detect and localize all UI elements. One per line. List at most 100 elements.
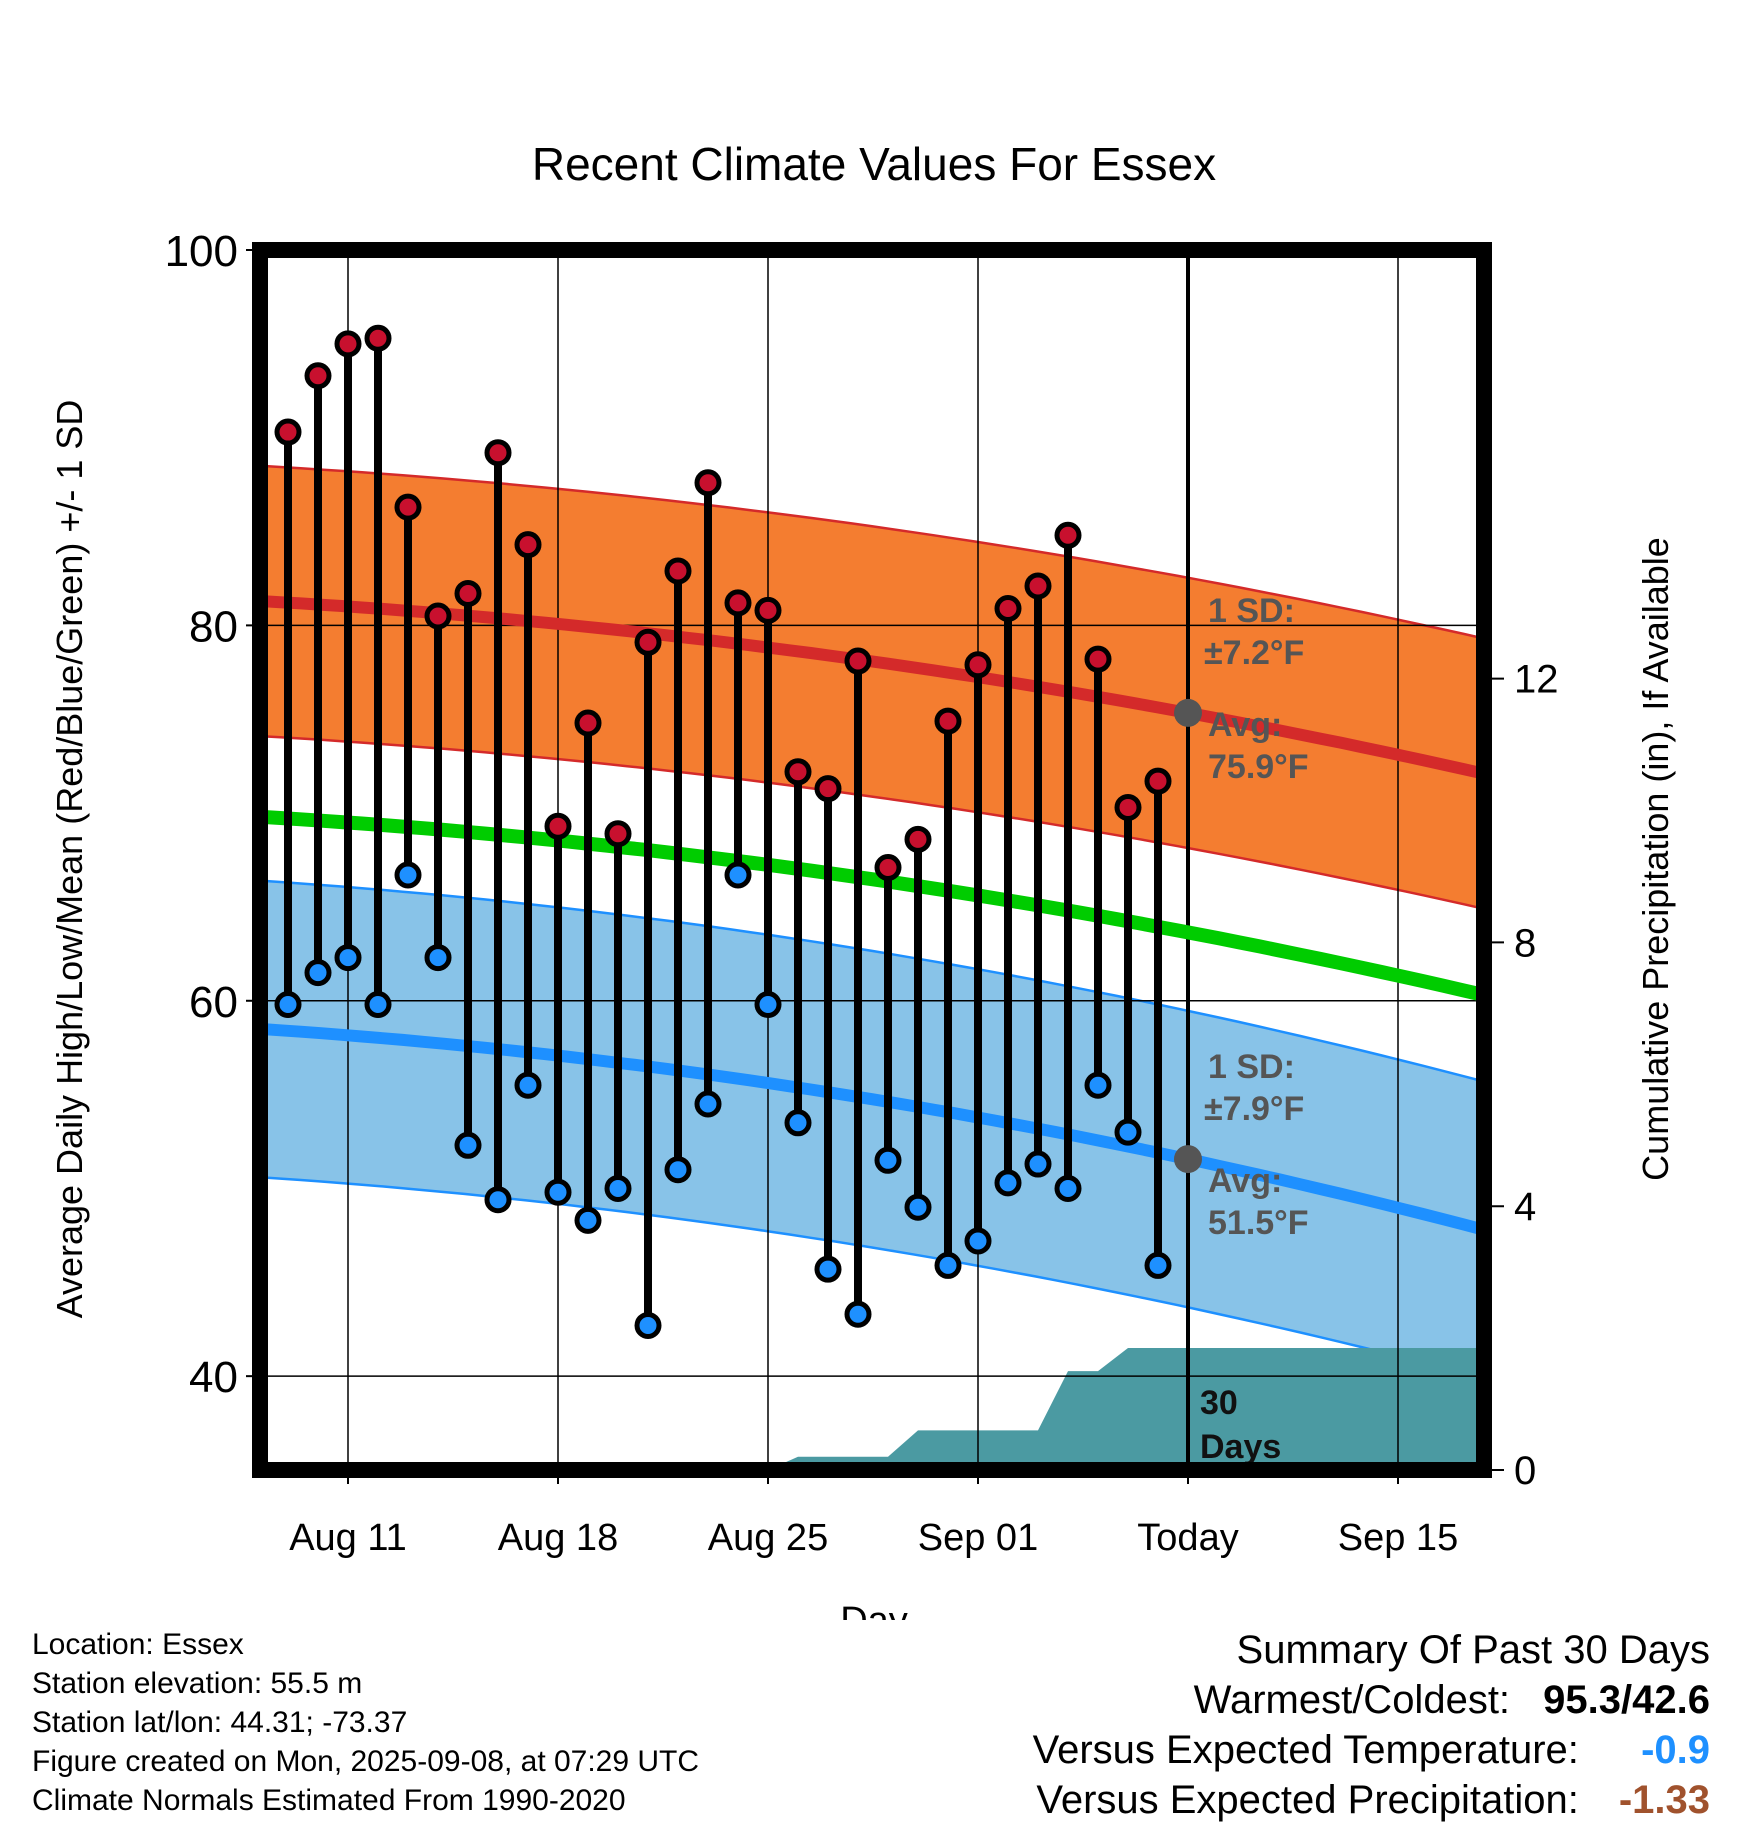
daily-low-point	[754, 991, 782, 1019]
temp-value: -0.9	[1641, 1728, 1710, 1772]
daily-high-point	[1114, 793, 1142, 821]
daily-high-point	[304, 362, 332, 390]
daily-low-point	[694, 1090, 722, 1118]
y2-tick-label: 0	[1514, 1449, 1536, 1493]
latlon-text: Station lat/lon: 44.31; -73.37	[32, 1706, 408, 1739]
y-tick-label: 80	[189, 602, 238, 651]
daily-low-point	[1114, 1118, 1142, 1146]
low-band-lower-edge	[259, 1175, 1485, 1380]
high-sd-label: 1 SD:	[1208, 592, 1295, 630]
warmest-coldest-row: Warmest/Coldest: 95.3/42.6	[1033, 1675, 1710, 1725]
summary-title: Summary Of Past 30 Days	[1236, 1628, 1710, 1672]
daily-high-point	[814, 775, 842, 803]
y2-tick-label: 12	[1514, 658, 1559, 702]
daily-low-point	[304, 959, 332, 987]
high-band-upper-edge	[259, 464, 1485, 640]
days-label-text: Days	[1200, 1428, 1281, 1466]
daily-high-point	[694, 469, 722, 497]
climate-chart: Recent Climate Values For Essex Average …	[49, 138, 1676, 1620]
high-avg-label: Avg:	[1208, 706, 1282, 744]
daily-high-point	[544, 812, 572, 840]
chart-title: Recent Climate Values For Essex	[532, 138, 1216, 190]
daily-low-point	[664, 1156, 692, 1184]
daily-high-point	[1024, 572, 1052, 600]
low-sd-value: ±7.9°F	[1204, 1090, 1304, 1128]
daily-low-point	[574, 1206, 602, 1234]
low-avg-label: Avg:	[1208, 1162, 1282, 1200]
daily-low-point	[964, 1227, 992, 1255]
high-sd-band	[260, 465, 1484, 909]
daily-low-point	[934, 1251, 962, 1279]
daily-high-point	[604, 820, 632, 848]
daily-high-point	[484, 439, 512, 467]
warmest-coldest-label: Warmest/Coldest:	[1193, 1678, 1511, 1722]
location-text: Location: Essex	[32, 1628, 244, 1661]
low-avg-value: 51.5°F	[1208, 1204, 1309, 1242]
y-tick-label: 100	[165, 227, 238, 276]
x-tick-label: Today	[1137, 1517, 1238, 1559]
low-sd-band	[260, 880, 1484, 1378]
daily-low-point	[514, 1071, 542, 1099]
daily-high-point	[334, 330, 362, 358]
daily-high-point	[844, 647, 872, 675]
daily-high-point	[784, 758, 812, 786]
daily-high-point	[1084, 645, 1112, 673]
daily-low-point	[544, 1178, 572, 1206]
daily-low-point	[904, 1193, 932, 1221]
daily-high-point	[874, 854, 902, 882]
daily-high-point	[424, 602, 452, 630]
daily-low-point	[784, 1109, 812, 1137]
high-sd-value: ±7.2°F	[1204, 634, 1304, 672]
y-axis-label: Average Daily High/Low/Mean (Red/Blue/Gr…	[49, 400, 90, 1319]
daily-high-point	[1144, 767, 1172, 795]
temp-label: Versus Expected Temperature:	[1032, 1728, 1579, 1772]
daily-low-point	[394, 861, 422, 889]
daily-low-point	[874, 1146, 902, 1174]
daily-high-point	[274, 418, 302, 446]
precip-label: Versus Expected Precipitation:	[1036, 1778, 1579, 1822]
precip-row: Versus Expected Precipitation: -1.33	[1033, 1775, 1710, 1825]
created-text: Figure created on Mon, 2025-09-08, at 07…	[32, 1745, 700, 1778]
daily-low-point	[1024, 1150, 1052, 1178]
high-avg-value: 75.9°F	[1208, 748, 1309, 786]
x-tick-label: Sep 15	[1338, 1517, 1458, 1559]
daily-low-point	[844, 1300, 872, 1328]
x-axis-label: Day	[840, 1600, 908, 1620]
daily-high-point	[964, 651, 992, 679]
daily-high-point	[394, 493, 422, 521]
y2-tick-label: 4	[1514, 1185, 1536, 1229]
daily-low-point	[1084, 1071, 1112, 1099]
daily-high-point	[664, 557, 692, 585]
daily-high-point	[994, 594, 1022, 622]
precipitation-area	[768, 1348, 1484, 1470]
x-tick-label: Aug 11	[289, 1517, 407, 1559]
daily-high-point	[934, 707, 962, 735]
today-low-normal-marker	[1174, 1145, 1202, 1174]
y-tick-label: 60	[189, 978, 238, 1027]
daily-low-point	[1144, 1251, 1172, 1279]
daily-high-point	[454, 579, 482, 607]
x-tick-label: Sep 01	[918, 1517, 1038, 1559]
daily-low-point	[604, 1174, 632, 1202]
low-sd-label: 1 SD:	[1208, 1048, 1295, 1086]
daily-low-point	[274, 991, 302, 1019]
daily-low-point	[814, 1255, 842, 1283]
daily-high-point	[724, 589, 752, 617]
daily-low-point	[724, 861, 752, 889]
y2-tick-label: 8	[1514, 921, 1536, 965]
daily-low-point	[634, 1311, 662, 1339]
today-high-normal-marker	[1174, 698, 1202, 727]
x-tick-label: Aug 18	[498, 1517, 618, 1559]
daily-high-point	[364, 324, 392, 352]
x-tick-label: Aug 25	[708, 1517, 828, 1559]
daily-low-point	[424, 944, 452, 972]
y2-axis-label: Cumulative Precipitation (in), If Availa…	[1635, 537, 1676, 1181]
y-tick-label: 40	[189, 1353, 238, 1402]
daily-high-point	[574, 709, 602, 737]
daily-high-point	[514, 531, 542, 559]
temp-row: Versus Expected Temperature: -0.9	[1033, 1725, 1710, 1775]
daily-low-point	[454, 1131, 482, 1159]
precip-value: -1.33	[1618, 1778, 1710, 1822]
plot-frame	[252, 242, 1492, 1478]
warmest-coldest-value: 95.3/42.6	[1543, 1678, 1710, 1722]
